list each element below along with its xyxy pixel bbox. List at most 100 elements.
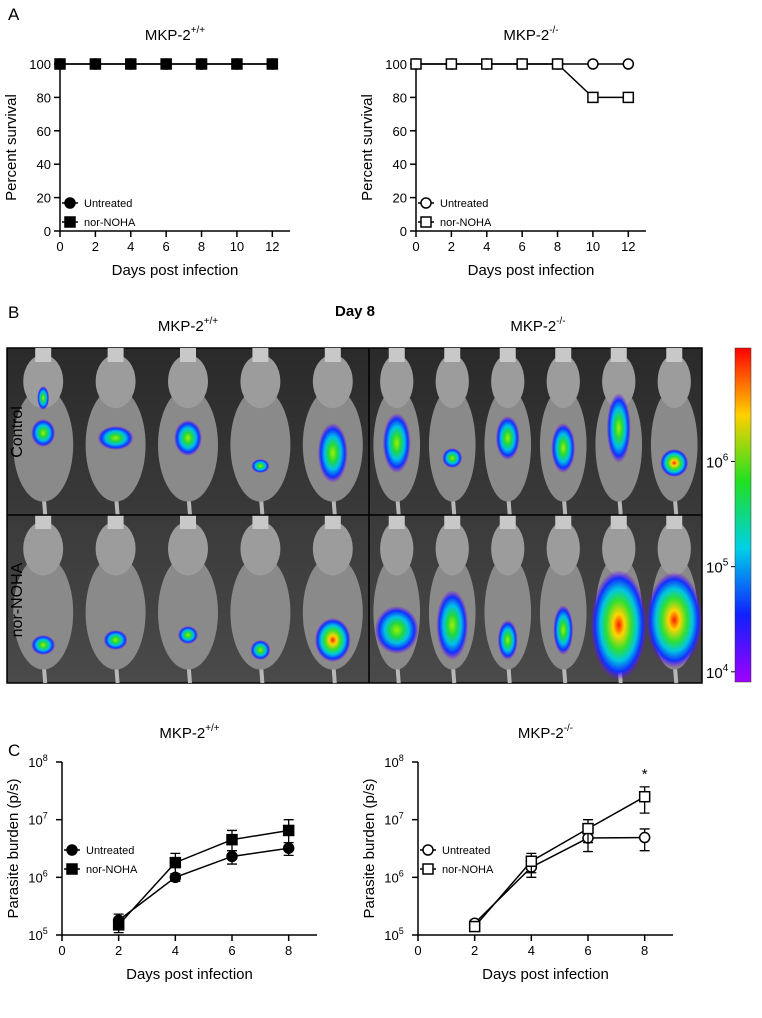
- x-tick-label: 2: [471, 943, 478, 958]
- y-tick-label: 108: [28, 753, 47, 770]
- chart-title-text: MKP-2: [145, 27, 191, 44]
- x-tick-label: 6: [519, 239, 526, 254]
- x-axis-label: Days post infection: [482, 966, 609, 983]
- signal-blob: [495, 416, 520, 460]
- x-tick-label: 8: [554, 239, 561, 254]
- marker: [445, 58, 458, 70]
- signal-blob: [174, 420, 202, 456]
- mouse-body: [484, 555, 532, 670]
- y-tick-label: 108: [384, 753, 403, 770]
- signal-blob: [660, 449, 689, 477]
- chart-title-text: MKP-2: [518, 725, 564, 742]
- marker: [125, 58, 137, 70]
- x-tick-label: 6: [163, 239, 170, 254]
- colorbar-tick-label: 104: [706, 663, 729, 682]
- clamp: [388, 348, 405, 362]
- signal-blob: [251, 459, 270, 473]
- mouse-head: [23, 521, 64, 576]
- y-tick-label: 100: [385, 57, 407, 72]
- y-tick-base: 10: [28, 813, 42, 828]
- clamp: [666, 348, 683, 362]
- signal-blob: [382, 413, 411, 473]
- mouse-head: [602, 354, 636, 409]
- x-tick-label: 12: [265, 239, 279, 254]
- panel-label: B: [8, 303, 19, 322]
- colorbar-tick-exp: 6: [723, 452, 729, 463]
- colorbar-tick-base: 10: [706, 665, 723, 682]
- colorbar-tick-base: 10: [706, 454, 723, 471]
- y-tick-label: 107: [384, 811, 403, 828]
- chart-title-text: MKP-2: [159, 725, 205, 742]
- marker: [582, 822, 594, 835]
- x-tick-label: 4: [528, 943, 535, 958]
- colorbar-tick-label: 106: [706, 452, 729, 471]
- mouse-body: [13, 555, 74, 670]
- y-tick-exp: 6: [43, 868, 48, 878]
- legend-marker: [64, 216, 76, 228]
- marker: [638, 790, 651, 803]
- signal-blob: [31, 419, 56, 447]
- marker: [638, 831, 651, 844]
- legend-marker: [420, 197, 432, 209]
- x-tick-label: 6: [228, 943, 235, 958]
- colorbar-tick-base: 10: [706, 560, 723, 577]
- clamp: [252, 515, 269, 529]
- y-tick-exp: 7: [399, 811, 404, 821]
- mouse-body: [230, 388, 291, 502]
- y-tick-exp: 6: [399, 868, 404, 878]
- clamp: [499, 348, 516, 362]
- signal-blob: [31, 635, 56, 655]
- y-tick-label: 60: [37, 124, 51, 139]
- marker: [160, 58, 172, 70]
- x-tick-label: 8: [641, 943, 648, 958]
- legend-label: Untreated: [440, 198, 488, 210]
- y-axis-label: Percent survival: [359, 94, 376, 201]
- x-tick-label: 10: [586, 239, 600, 254]
- clamp: [107, 348, 124, 362]
- clamp: [610, 348, 627, 362]
- signal-blob: [314, 618, 351, 662]
- y-tick-exp: 5: [399, 926, 404, 936]
- mouse-head: [312, 521, 353, 576]
- x-tick-label: 0: [58, 943, 65, 958]
- signal-blob: [250, 640, 271, 660]
- y-tick-base: 10: [384, 928, 398, 943]
- signal-blob: [442, 448, 463, 468]
- mouse-head: [95, 354, 136, 409]
- clamp: [180, 515, 196, 529]
- x-tick-label: 12: [621, 239, 635, 254]
- marker: [481, 58, 493, 70]
- series-line: [474, 796, 646, 928]
- signal-blob: [497, 620, 518, 660]
- row-title: Control: [9, 406, 26, 458]
- x-axis-label: Days post infection: [126, 966, 253, 983]
- mouse-body: [428, 388, 476, 502]
- marker: [54, 58, 66, 70]
- y-axis-label: Parasite burden (p/s): [361, 778, 378, 918]
- column-title-sup: -/-: [556, 316, 565, 327]
- colorbar-tick-exp: 5: [723, 558, 729, 569]
- mouse-body: [158, 555, 218, 670]
- mouse-head: [95, 521, 136, 576]
- marker: [169, 856, 182, 869]
- column-title-sup: +/+: [204, 316, 219, 327]
- column-title: MKP-2-/-: [510, 316, 565, 335]
- x-tick-label: 2: [448, 239, 455, 254]
- y-tick-label: 20: [37, 191, 51, 206]
- y-tick-label: 40: [37, 157, 51, 172]
- marker: [195, 58, 208, 70]
- legend-label: nor-NOHA: [440, 217, 492, 229]
- mouse-head: [240, 521, 281, 576]
- panel-label: A: [8, 5, 20, 24]
- y-tick-label: 80: [37, 90, 51, 105]
- legend-marker: [66, 863, 78, 875]
- signal-blob: [97, 426, 134, 450]
- colorbar-tick-label: 105: [706, 558, 729, 577]
- legend-label: nor-NOHA: [442, 864, 494, 876]
- marker: [112, 919, 125, 931]
- y-tick-label: 106: [28, 868, 47, 885]
- series-line: [474, 836, 645, 924]
- mouse-head: [602, 521, 636, 576]
- x-tick-label: 4: [172, 943, 179, 958]
